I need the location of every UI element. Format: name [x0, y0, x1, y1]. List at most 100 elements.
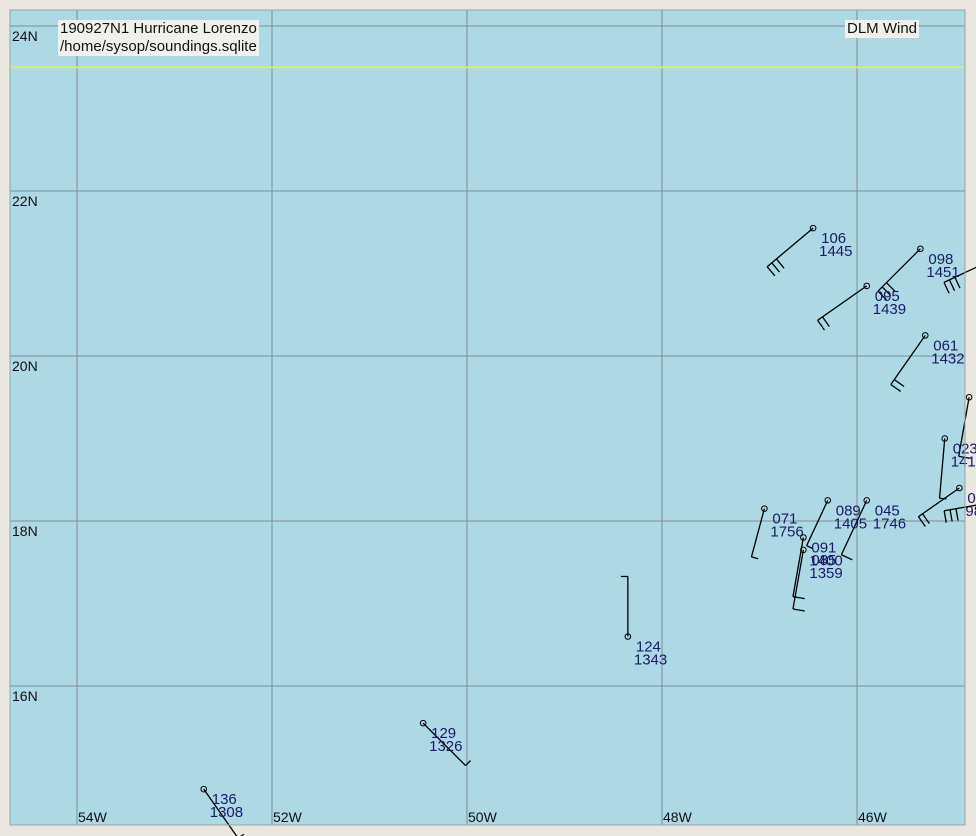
lat-label: 18N [12, 523, 38, 539]
wind-speed-label: 136 [212, 791, 237, 808]
wind-shaft [422, 722, 467, 767]
wind-shaft [943, 266, 976, 283]
lon-label: 52W [273, 809, 303, 825]
wind-shaft [840, 500, 868, 556]
wind-shaft [817, 285, 868, 321]
wind-speed-label: 061 [933, 337, 958, 354]
lon-label: 50W [468, 809, 498, 825]
observation-layer: 1361308129132612413431351524128153012715… [200, 224, 976, 836]
observation-time-label: 1326 [429, 738, 462, 755]
station-marker [419, 719, 427, 727]
wind-speed-label: 071 [772, 511, 797, 528]
wind-barb-feather [881, 286, 892, 296]
wind-barb-feather [775, 258, 785, 269]
observation-time-label: 1445 [819, 243, 852, 260]
data-source-path: /home/sysop/soundings.sqlite [58, 38, 259, 56]
wind-shaft [890, 335, 926, 385]
wind-barb-feather [841, 554, 853, 561]
wind-barb-feather [917, 516, 926, 527]
wind-shaft [806, 500, 829, 546]
observation-time-label: 1359 [809, 565, 842, 582]
observation-time-label: 1343 [634, 652, 667, 669]
observation-time-label: 1405 [834, 515, 867, 532]
station-marker [921, 332, 929, 339]
wind-barb-feather [751, 556, 759, 560]
observation-time-label: 1746 [873, 515, 906, 532]
observation: 0701458 [943, 266, 976, 294]
storm-title: 190927N1 Hurricane Lorenzo [58, 20, 259, 38]
station-marker [761, 505, 768, 512]
observation: 1738 [943, 504, 976, 523]
wind-shaft [766, 227, 814, 268]
lon-label: 46W [858, 809, 888, 825]
observation-time-label: 1308 [210, 804, 243, 821]
wind-shaft [792, 549, 805, 610]
lon-label: 54W [78, 809, 108, 825]
wind-speed-label: 106 [821, 230, 846, 247]
observation-time-label: 984 [965, 503, 976, 520]
wind-shaft [877, 248, 921, 292]
wind-barb-feather [792, 608, 805, 612]
wind-barb-feather [817, 319, 826, 331]
wind-barb-feather [954, 277, 961, 289]
observation-time-label: 1451 [926, 264, 959, 281]
wind-speed-label: 045 [875, 502, 900, 519]
station-marker [917, 245, 924, 253]
wind-shaft [918, 487, 960, 518]
wind-speed-label: 129 [431, 725, 456, 742]
wind-barb-feather [893, 379, 905, 388]
wind-barb-feather [939, 497, 947, 500]
wind-barb-feather [821, 316, 830, 328]
axis-labels: 54W52W50W48W46W44W42W40W38W36W24N22N20N1… [12, 28, 888, 825]
wind-barb-feather [943, 282, 950, 294]
observation-time-label: 1439 [873, 301, 906, 318]
observation-time-label: 1432 [931, 350, 964, 367]
wind-speed-label: 091 [811, 540, 836, 557]
map-frame [9, 9, 966, 826]
observation-time-label: 1400 [809, 553, 842, 570]
station-marker [809, 224, 817, 232]
wind-speed-label: 095 [875, 288, 900, 305]
wind-barb-feather [885, 282, 896, 292]
wind-shaft [938, 438, 946, 499]
ocean-background [10, 10, 965, 825]
wind-speed-label: 023 [953, 441, 976, 458]
wind-speed-label: 098 [928, 251, 953, 268]
wind-speed-label: 089 [836, 502, 861, 519]
lat-label: 24N [12, 28, 38, 44]
station-marker [956, 484, 963, 492]
wind-barb-feather [766, 266, 776, 277]
wind-barb-feather [240, 833, 245, 836]
lat-label: 22N [12, 193, 38, 209]
lat-label: 20N [12, 358, 38, 374]
wind-barb-feather [877, 290, 887, 301]
lat-label: 16N [12, 688, 38, 704]
station-marker [824, 497, 832, 504]
station-marker [200, 785, 208, 793]
wind-barb-feather [955, 508, 959, 521]
wind-barb-feather [806, 545, 814, 550]
wind-barb-feather [465, 760, 471, 767]
wind-shaft [958, 397, 970, 457]
wind-barb-feather [921, 513, 930, 525]
observation: 004984 [917, 484, 976, 527]
wind-shaft [203, 788, 238, 836]
wind-speed-label: 004 [967, 490, 976, 507]
lon-label: 48W [663, 809, 693, 825]
wind-barb-feather [943, 510, 947, 523]
wind-barb-feather [771, 262, 780, 273]
product-label: DLM Wind [845, 20, 920, 38]
observation-time-label: 1756 [770, 524, 803, 541]
